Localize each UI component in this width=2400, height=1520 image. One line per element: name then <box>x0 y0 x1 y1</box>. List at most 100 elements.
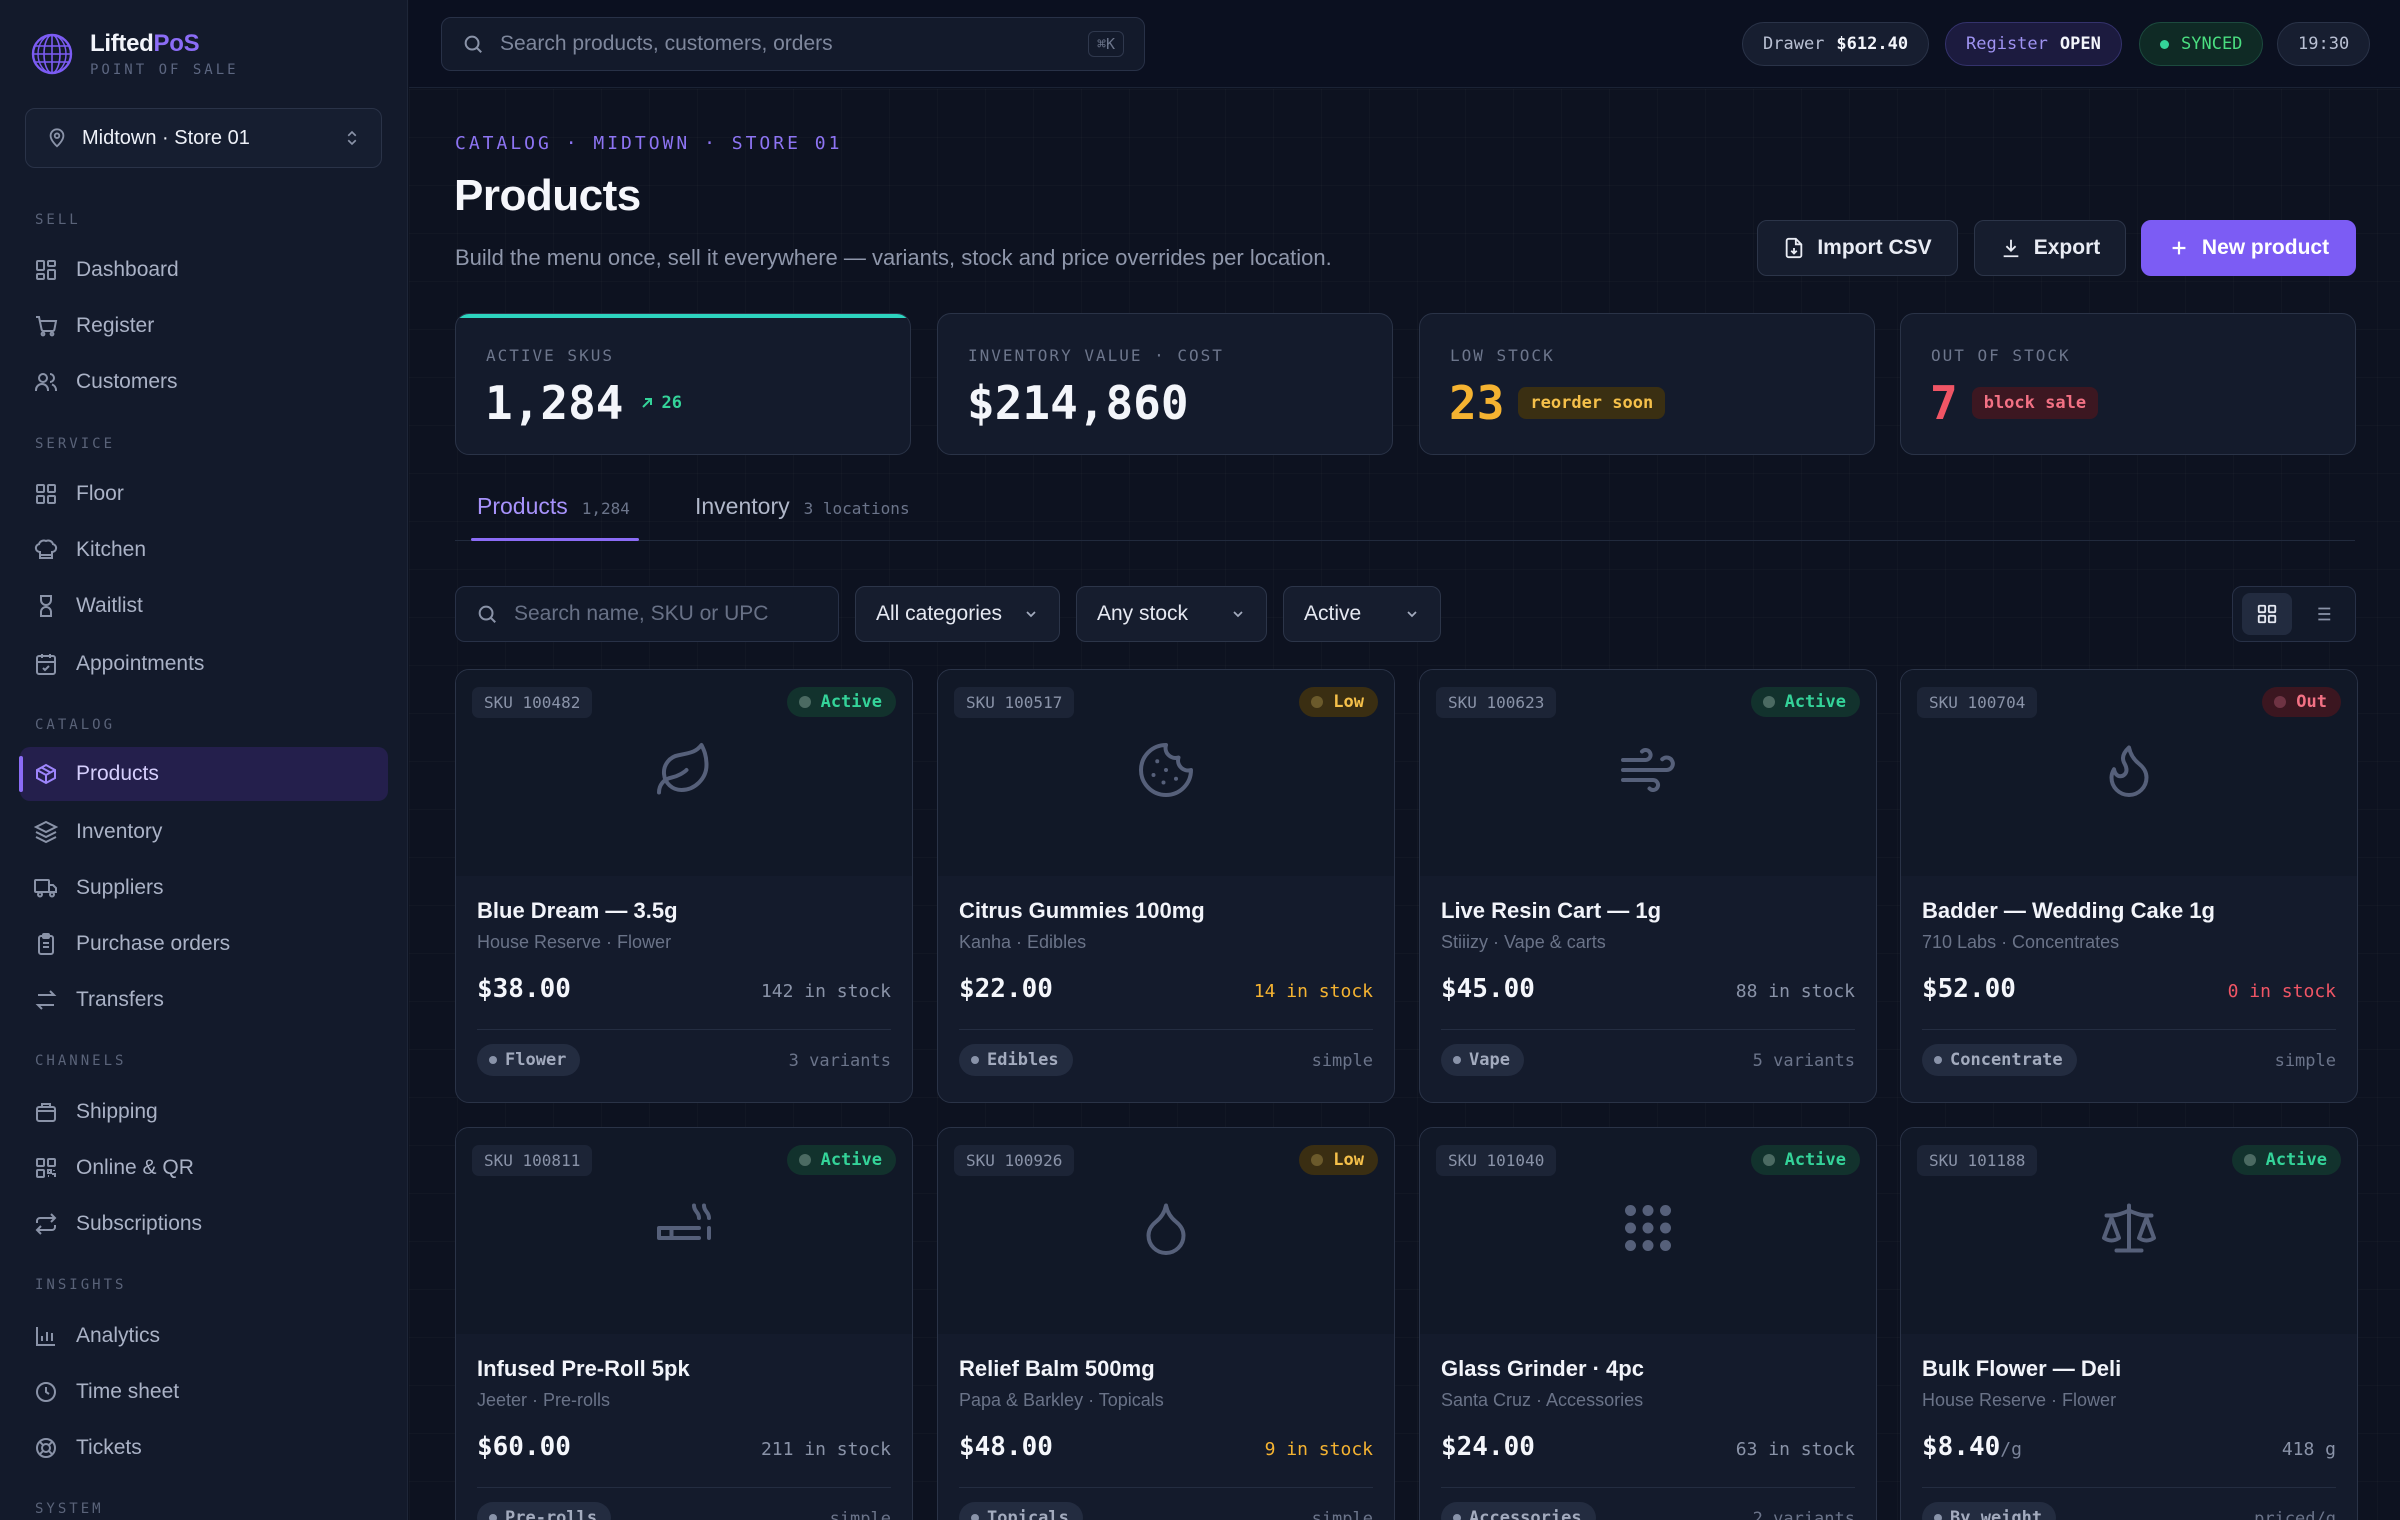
product-card[interactable]: SKU 100623 Active Live Resin Cart — 1g S… <box>1419 669 1877 1103</box>
product-card[interactable]: SKU 100926 Low Relief Balm 500mg Papa & … <box>937 1127 1395 1520</box>
product-sku: SKU 100482 <box>472 687 593 718</box>
product-category-tag[interactable]: Pre-rolls <box>477 1502 612 1520</box>
bar-chart-icon <box>36 1327 55 1346</box>
product-category-tag[interactable]: By weight <box>1922 1502 2057 1520</box>
product-stock: 9 in stock <box>1264 1439 1373 1460</box>
new-product-button[interactable]: New product <box>2141 220 2356 276</box>
product-stock: 0 in stock <box>2227 981 2336 1002</box>
sidebar-item-waitlist[interactable]: Waitlist <box>20 579 388 633</box>
product-category-tag[interactable]: Edibles <box>959 1044 1073 1076</box>
sidebar-item-label: Register <box>76 314 155 337</box>
sidebar-item-subscriptions[interactable]: Subscriptions <box>20 1197 388 1251</box>
nav-section-insights: INSIGHTS <box>35 1277 127 1293</box>
product-name: Relief Balm 500mg <box>959 1356 1155 1381</box>
sidebar-item-analytics[interactable]: Analytics <box>20 1309 388 1363</box>
file-import-icon <box>1786 237 1803 259</box>
sidebar-item-products[interactable]: Products <box>19 747 388 801</box>
product-stock: 211 in stock <box>760 1439 891 1460</box>
sidebar-item-floor[interactable]: Floor <box>20 467 388 521</box>
package-icon <box>36 763 56 785</box>
product-card[interactable]: SKU 101040 Active Glass Grinder · 4pc Sa… <box>1419 1127 1877 1520</box>
sidebar-item-label: Inventory <box>76 820 163 843</box>
sync-dot <box>2160 39 2169 49</box>
sidebar: LiftedPoS POINT OF SALE Midtown · Store … <box>0 0 408 1520</box>
sidebar-item-transfers[interactable]: Transfers <box>20 973 388 1027</box>
product-name: Bulk Flower — Deli <box>1922 1356 2122 1381</box>
product-name: Badder — Wedding Cake 1g <box>1922 898 2215 923</box>
stat-low-stock: LOW STOCK 23 reorder soon <box>1419 313 1875 455</box>
product-category-tag[interactable]: Vape <box>1441 1044 1524 1076</box>
product-price: $38.00 <box>477 974 571 1004</box>
sidebar-item-dashboard[interactable]: Dashboard <box>20 243 388 297</box>
product-category-tag[interactable]: Flower <box>477 1044 581 1076</box>
grid-view-button[interactable] <box>2241 593 2292 635</box>
import-csv-button[interactable]: Import CSV <box>1757 220 1958 276</box>
product-variants: simple <box>1311 1509 1373 1520</box>
global-search-input[interactable]: Search products, customers, orders ⌘K <box>441 17 1145 71</box>
dashboard-icon <box>36 260 56 280</box>
product-card[interactable]: SKU 100517 Low Citrus Gummies 100mg Kanh… <box>937 669 1395 1103</box>
category-filter-select[interactable]: All categories <box>855 586 1060 642</box>
product-media: SKU 101040 Active <box>1420 1128 1876 1334</box>
sidebar-item-online-qr[interactable]: Online & QR <box>20 1141 388 1195</box>
sidebar-item-label: Appointments <box>76 652 205 675</box>
product-card[interactable]: SKU 101188 Active Bulk Flower — Deli Hou… <box>1900 1127 2358 1520</box>
product-category-tag[interactable]: Accessories <box>1441 1502 1596 1520</box>
sidebar-item-tickets[interactable]: Tickets <box>20 1421 388 1475</box>
product-status-badge: Low <box>1299 687 1378 717</box>
product-status-badge: Active <box>1750 1145 1860 1175</box>
product-card[interactable]: SKU 100811 Active Infused Pre-Roll 5pk J… <box>455 1127 913 1520</box>
product-name: Citrus Gummies 100mg <box>959 898 1205 923</box>
export-button[interactable]: Export <box>1974 220 2126 276</box>
calendar-check-icon <box>36 654 56 675</box>
sidebar-item-label: Floor <box>76 482 124 505</box>
list-view-button[interactable] <box>2297 593 2347 635</box>
qr-code-icon <box>36 1158 56 1178</box>
product-sku: SKU 100517 <box>954 687 1075 718</box>
cigarette-icon <box>654 1198 714 1258</box>
chevron-up-down-icon <box>347 130 357 146</box>
status-filter-select[interactable]: Active <box>1283 586 1441 642</box>
product-card[interactable]: SKU 100704 Out Badder — Wedding Cake 1g … <box>1900 669 2358 1103</box>
divider <box>1922 1487 2336 1488</box>
sidebar-item-purchase-orders[interactable]: Purchase orders <box>20 917 388 971</box>
life-buoy-icon <box>36 1438 56 1458</box>
sidebar-item-appointments[interactable]: Appointments <box>20 637 388 691</box>
product-search-input[interactable]: Search name, SKU or UPC <box>455 586 839 642</box>
store-selector[interactable]: Midtown · Store 01 <box>25 108 382 168</box>
sidebar-item-label: Tickets <box>76 1436 142 1459</box>
stock-filter-select[interactable]: Any stock <box>1076 586 1267 642</box>
tab-count: 1,284 <box>581 499 630 518</box>
sync-status[interactable]: SYNCED <box>2139 22 2264 66</box>
sidebar-item-suppliers[interactable]: Suppliers <box>20 861 388 915</box>
sidebar-item-kitchen[interactable]: Kitchen <box>20 523 388 577</box>
product-card[interactable]: SKU 100482 Active Blue Dream — 3.5g Hous… <box>455 669 913 1103</box>
brand[interactable]: LiftedPoS POINT OF SALE <box>30 30 239 78</box>
product-stock: 418 g <box>2281 1439 2336 1460</box>
product-media: SKU 100704 Out <box>1901 670 2357 876</box>
drawer-label: Drawer <box>1763 34 1825 54</box>
tab-products[interactable]: Products 1,284 <box>477 493 630 519</box>
register-status[interactable]: Register OPEN <box>1945 22 2122 66</box>
product-category-tag[interactable]: Topicals <box>959 1502 1083 1520</box>
tab-inventory[interactable]: Inventory 3 locations <box>695 493 910 519</box>
cart-icon <box>36 316 58 337</box>
sidebar-item-inventory[interactable]: Inventory <box>20 805 388 859</box>
nav-section-service: SERVICE <box>35 436 116 452</box>
sidebar-item-label: Kitchen <box>76 538 147 561</box>
divider <box>1441 1029 1855 1030</box>
stat-value: 1,284 <box>485 376 624 430</box>
leaf-icon <box>654 740 714 800</box>
product-media: SKU 101188 Active <box>1901 1128 2357 1334</box>
product-stock: 142 in stock <box>760 981 891 1002</box>
drawer-status[interactable]: Drawer $612.40 <box>1742 22 1930 66</box>
product-sku: SKU 100704 <box>1917 687 2038 718</box>
brand-subtitle: POINT OF SALE <box>90 62 239 78</box>
product-name: Infused Pre-Roll 5pk <box>477 1356 690 1381</box>
sidebar-item-customers[interactable]: Customers <box>20 355 388 409</box>
sidebar-item-shipping[interactable]: Shipping <box>20 1085 388 1139</box>
sidebar-item-time-sheet[interactable]: Time sheet <box>20 1365 388 1419</box>
sidebar-item-register[interactable]: Register <box>20 299 388 353</box>
stat-value: $214,860 <box>967 376 1189 430</box>
product-category-tag[interactable]: Concentrate <box>1922 1044 2077 1076</box>
